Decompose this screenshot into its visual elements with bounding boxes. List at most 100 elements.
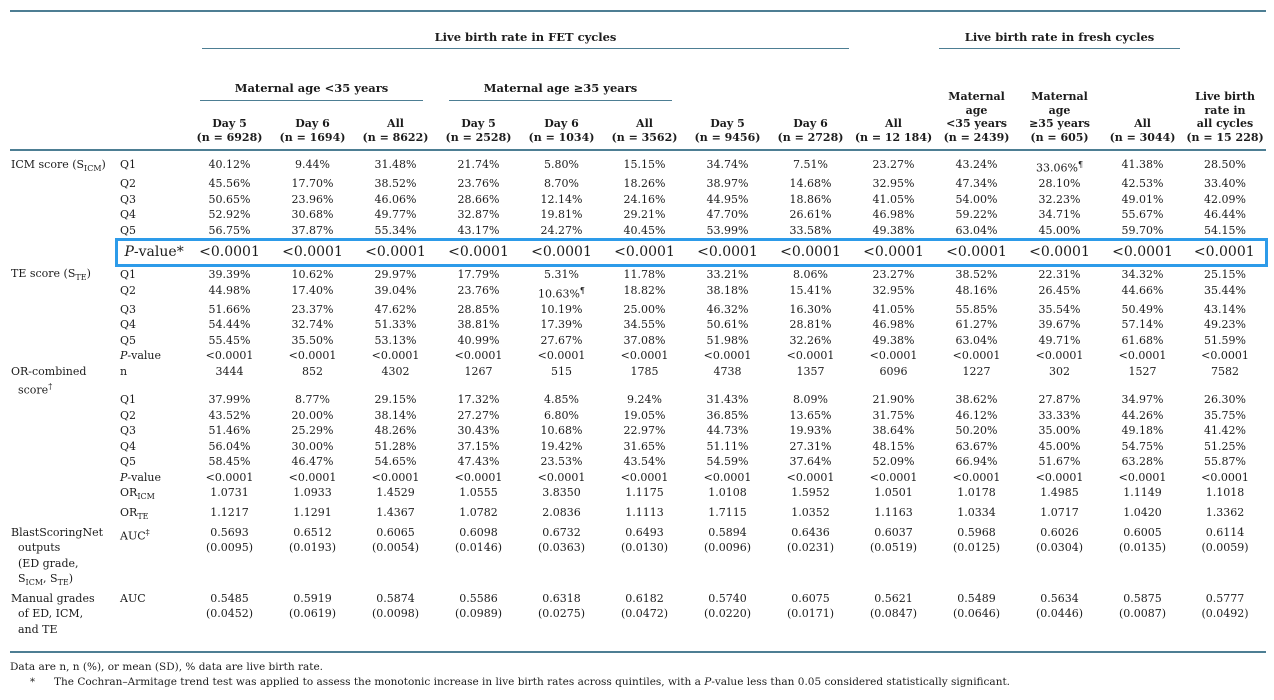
cell: 0.6037 (0.0519)	[869, 525, 918, 555]
cell: 48.15%	[872, 439, 915, 453]
cell: 1.0334	[957, 506, 996, 519]
cell: 19.05%	[623, 408, 666, 422]
cell: 0.5968 (0.0125)	[952, 525, 1001, 555]
cell: 61.68%	[1121, 333, 1164, 347]
cell: 46.98%	[872, 318, 915, 332]
spacer-row	[116, 379, 1266, 392]
cell: <0.0001	[288, 470, 337, 484]
cell: 17.39%	[540, 318, 583, 332]
table-row: ICM score (SICM) Q1 40.12% 9.44% 31.48% 21.74…	[10, 150, 1266, 176]
footnote-trend-test: * The Cochran–Armitage trend test was app…	[10, 675, 1266, 690]
column-header: All (n = 12 184)	[852, 114, 936, 151]
cell: 38.62%	[955, 393, 998, 407]
cell: <0.0001	[786, 470, 835, 484]
cell: 55.85%	[955, 302, 998, 316]
group-header-row: Live birth rate in FET cycles Live birth…	[10, 11, 1266, 63]
fresh-group-header: Live birth rate in fresh cycles	[939, 26, 1181, 49]
section-label: OR-combined score†	[11, 364, 87, 397]
cell: 32.26%	[789, 333, 832, 347]
row-label: P-value	[120, 470, 162, 484]
cell: 57.14%	[1121, 318, 1164, 332]
footnotes: Data are n, n (%), or mean (SD), % data …	[10, 653, 1266, 690]
cell: 40.99%	[457, 333, 500, 347]
cell: 51.46%	[208, 424, 251, 438]
cell: 1.0352	[791, 506, 830, 519]
cell: 55.34%	[374, 223, 417, 237]
cell: 33.21%	[706, 268, 749, 282]
results-table: Live birth rate in FET cycles Live birth…	[10, 10, 1268, 654]
footnote-trend-test-text: The Cochran–Armitage trend test was appl…	[54, 676, 1011, 689]
cell: 18.82%	[623, 283, 666, 297]
cell: <0.0001	[620, 470, 669, 484]
table-row: Q3 50.65% 23.96% 46.06% 28.66% 12.14% 24.16% 44…	[10, 192, 1266, 208]
cell: 43.52%	[208, 408, 251, 422]
cell: 1.1113	[625, 506, 664, 519]
cell: 51.67%	[1038, 455, 1081, 469]
column-header: Day 5 (n = 6928)	[188, 114, 271, 151]
cell: 27.31%	[789, 439, 832, 453]
cell: 24.27%	[540, 223, 583, 237]
cell: 51.66%	[208, 302, 251, 316]
cell: <0.0001	[1018, 238, 1102, 268]
cell: <0.0001	[1184, 238, 1268, 268]
cell: <0.0001	[952, 470, 1001, 484]
row-label: Q1	[120, 268, 137, 282]
cell: 42.53%	[1121, 177, 1164, 191]
cell: 33.06%¶	[1035, 160, 1084, 175]
cell: 46.98%	[872, 208, 915, 222]
cell: 38.64%	[872, 424, 915, 438]
cell: 63.04%	[955, 333, 998, 347]
empty-header	[10, 63, 188, 115]
column-header-all-cycles: Live birth rate in all cycles (n = 15 22…	[1184, 62, 1267, 151]
table-row: Q2 44.98% 17.40% 39.04% 23.76% 10.63%¶ 18.82% 3…	[10, 283, 1266, 302]
cell: <0.0001	[686, 238, 769, 268]
cell: 37.15%	[457, 439, 500, 453]
cell: 0.5740 (0.0220)	[686, 590, 769, 654]
fresh-group-header-cell: Live birth rate in fresh cycles	[935, 11, 1184, 63]
cell: 36.85%	[706, 408, 749, 422]
footnote-asterisk: *	[30, 677, 35, 689]
cell: 46.06%	[374, 192, 417, 206]
row-label: Q1	[120, 393, 137, 407]
cell: 1357	[796, 364, 825, 378]
cell: 43.14%	[1204, 302, 1246, 316]
section-label: ICM score (SICM)	[11, 158, 106, 174]
row-label: ORTE	[120, 506, 149, 522]
cell: 55.87%	[1204, 455, 1246, 469]
fet-group-header-cell: Live birth rate in FET cycles	[188, 11, 935, 63]
empty-header	[10, 11, 188, 63]
cell: 32.23%	[1038, 192, 1081, 206]
cell: 1.7115	[708, 506, 747, 519]
cell: 46.32%	[706, 302, 749, 316]
cell: <0.0001	[354, 238, 437, 268]
cell: 40.12%	[208, 158, 251, 171]
cell: <0.0001	[1035, 470, 1084, 484]
highlighted-pvalue-row: P-value* <0.0001 <0.0001 <0.0001 <0.0001 <0.0…	[10, 238, 1268, 268]
section-label: TE score (STE)	[11, 266, 91, 282]
row-label: P-value	[120, 349, 162, 363]
cell: 45.00%	[1038, 439, 1081, 453]
cell: <0.0001	[869, 349, 918, 363]
cell: 46.44%	[1204, 208, 1246, 222]
cell: 54.75%	[1121, 439, 1164, 453]
cell: 10.62%	[291, 268, 334, 282]
cell: 14.68%	[789, 177, 832, 191]
cell: 0.6098 (0.0146)	[454, 525, 503, 555]
cell: 1.0555	[459, 486, 498, 500]
cell: 49.77%	[374, 208, 417, 222]
cell: 51.33%	[374, 318, 417, 332]
cell: 12.14%	[540, 192, 583, 206]
cell: <0.0001	[1201, 470, 1249, 484]
row-label: Q4	[120, 318, 137, 332]
cell: 55.45%	[208, 333, 251, 347]
cell: 4302	[381, 364, 410, 378]
cell: 66.94%	[955, 455, 998, 469]
cell: 3444	[215, 364, 244, 378]
cell: 31.75%	[872, 408, 915, 422]
cell: <0.0001	[371, 470, 420, 484]
cell: 23.27%	[872, 158, 915, 171]
row-label: Q2	[120, 408, 137, 422]
cell: 19.81%	[540, 208, 583, 222]
cell: <0.0001	[786, 349, 835, 363]
row-label: Q4	[120, 439, 137, 453]
